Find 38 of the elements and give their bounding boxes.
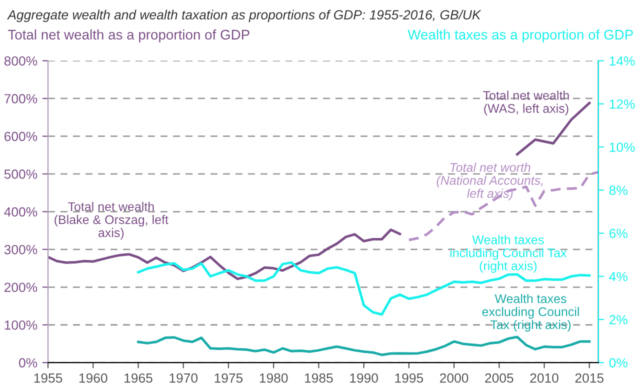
x-tick-label: 1980 — [260, 373, 288, 383]
y-tick-label: 600% — [4, 132, 38, 142]
y-tick-label: 500% — [4, 170, 38, 179]
series-label: Total net wealth (Blake & Orszag, left axis) — [54, 202, 168, 240]
x-tick-label: 1960 — [79, 373, 108, 383]
y-tick-label: 800% — [4, 56, 38, 66]
series-label: Total net wealth (WAS, left axis) — [483, 90, 569, 116]
y-axis-title: Total net wealth as a proportion of GDP — [8, 29, 250, 42]
y2-tick-label: 14% — [610, 56, 635, 66]
series-label: Wealth taxes excluding Council Tax (right axis) — [482, 294, 579, 332]
y-tick-label: 300% — [4, 244, 38, 254]
y2-tick-label: 2% — [609, 315, 628, 324]
y-tick-label: 700% — [4, 94, 38, 104]
chart-title: Aggregate wealth and wealth taxation as proportions of GDP: 1955-2016, GB/UK — [7, 10, 482, 22]
y2-tick-label: 6% — [609, 228, 628, 238]
y2-tick-label: 4% — [609, 272, 628, 282]
y2-tick-label: 10% — [610, 142, 635, 152]
x-tick-label: 1965 — [124, 373, 152, 383]
y2-tick-label: 12% — [610, 99, 635, 109]
x-tick-label: 1975 — [214, 373, 243, 383]
x-tick-label: 1990 — [350, 373, 378, 383]
x-tick-label: 1985 — [305, 373, 333, 383]
x-tick-label: 2015 — [575, 373, 604, 383]
x-tick-label: 1955 — [34, 373, 62, 383]
y-tick-label: 400% — [4, 207, 38, 217]
y2-axis-title: Wealth taxes as a proportion of GDP — [408, 29, 633, 42]
series-label: Wealth taxes including Council Tax (right axis) — [450, 235, 567, 273]
x-tick-label: 1970 — [170, 373, 198, 383]
x-tick-label: 2010 — [530, 373, 558, 383]
y2-tick-label: 0% — [609, 358, 628, 368]
x-tick-label: 2000 — [440, 373, 468, 383]
y2-tick-label: 8% — [609, 186, 628, 196]
x-tick-label: 2005 — [485, 373, 514, 383]
y-tick-label: 100% — [4, 320, 38, 330]
line-series — [136, 336, 591, 356]
y-tick-label: 0% — [19, 358, 38, 368]
y-tick-label: 200% — [4, 282, 38, 292]
x-tick-label: 1995 — [395, 373, 424, 383]
